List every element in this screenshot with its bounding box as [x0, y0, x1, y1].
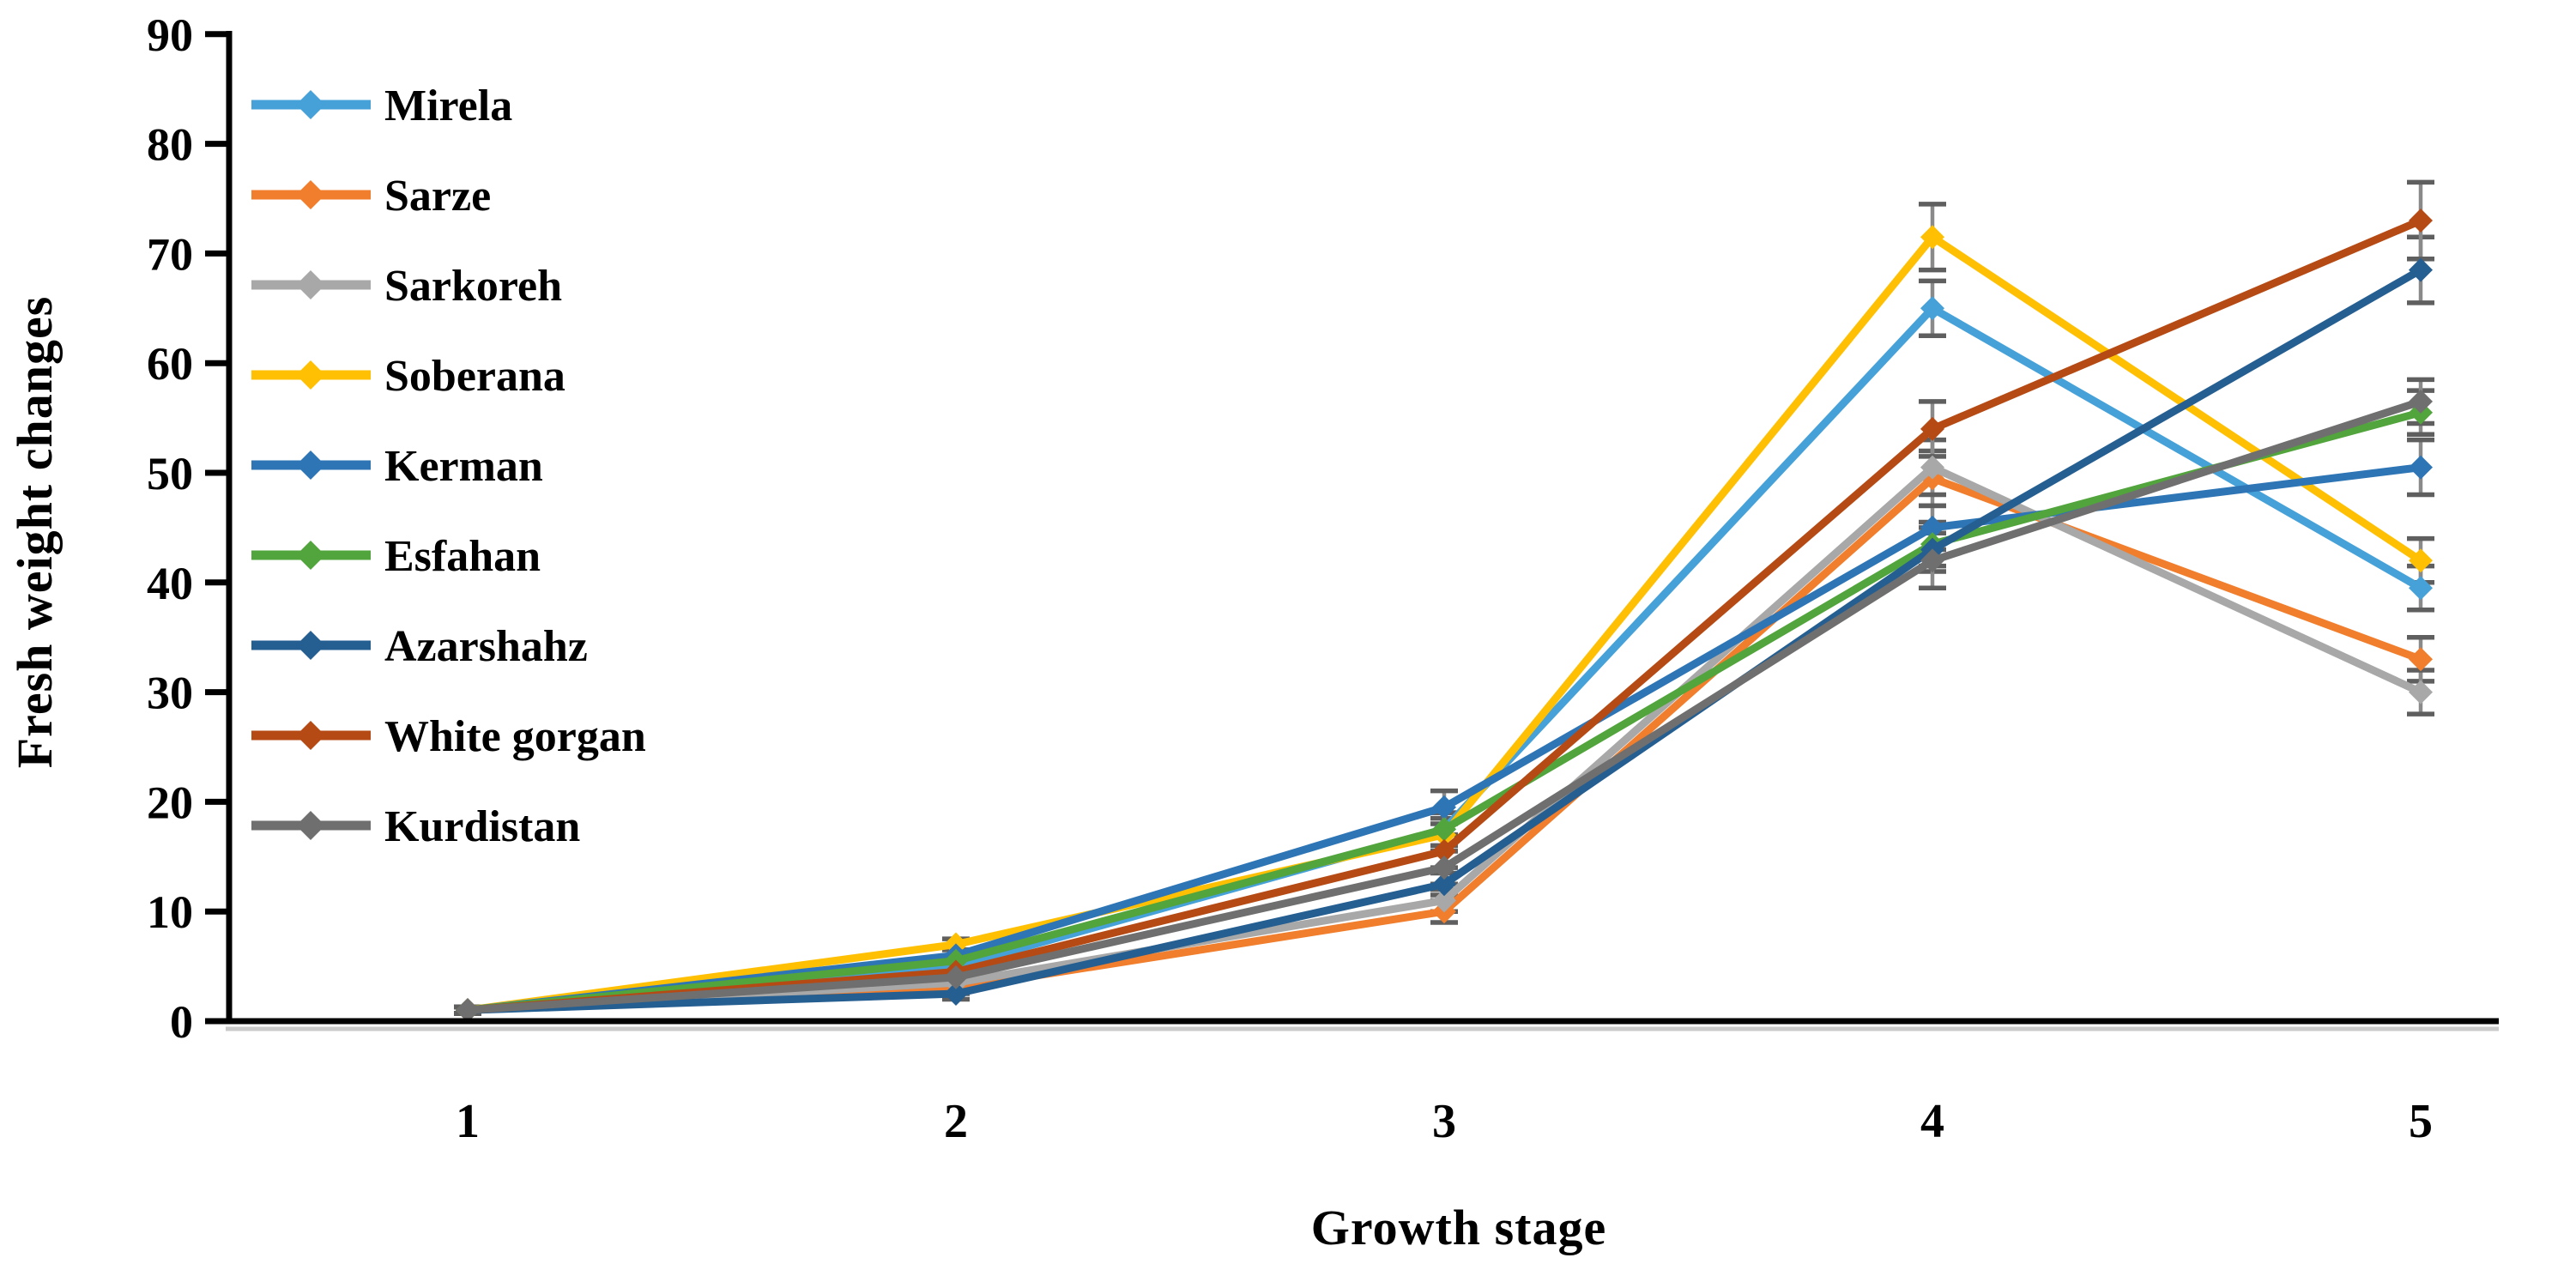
legend-item-kurdistan: Kurdistan	[251, 802, 580, 851]
legend-label: Kurdistan	[384, 802, 580, 851]
data-point-kurdistan-stage-3	[1432, 856, 1456, 880]
legend-item-azarshahz: Azarshahz	[251, 622, 588, 671]
error-bars-kerman	[454, 437, 2434, 1016]
y-tick-label-0: 0	[170, 996, 193, 1048]
x-tick-label-3: 3	[1432, 1095, 1456, 1148]
legend-item-esfahan: Esfahan	[251, 532, 541, 581]
data-point-mirela-stage-4	[1920, 296, 1944, 321]
data-point-soberana-stage-4	[1920, 225, 1944, 250]
x-tick-label-5: 5	[2409, 1095, 2433, 1148]
legend-item-soberana: Soberana	[251, 352, 565, 401]
data-point-kerman-stage-5	[2409, 455, 2433, 480]
data-point-azarshahz-stage-2	[944, 982, 968, 1007]
series-kerman	[456, 455, 2433, 1023]
y-tick-label-40: 40	[147, 558, 193, 609]
legend-marker-icon	[296, 180, 325, 209]
legend-item-sarkoreh: Sarkoreh	[251, 262, 562, 311]
y-tick-label-60: 60	[147, 338, 193, 390]
legend-marker-icon	[296, 721, 325, 750]
legend-marker-icon	[296, 631, 325, 660]
data-point-white-gorgan-stage-4	[1920, 416, 1944, 441]
data-point-kurdistan-stage-4	[1920, 548, 1944, 573]
data-point-sarze-stage-5	[2409, 647, 2433, 672]
data-point-kerman-stage-3	[1432, 795, 1456, 819]
x-tick-label-4: 4	[1920, 1095, 1944, 1148]
legend-marker-icon	[296, 90, 325, 119]
series-layer	[456, 209, 2433, 1023]
y-tick-label-30: 30	[147, 668, 193, 719]
legend-marker-icon	[296, 451, 325, 480]
data-point-sarkoreh-stage-3	[1432, 888, 1456, 913]
legend-item-kerman: Kerman	[251, 442, 543, 491]
legend-item-white-gorgan: White gorgan	[251, 712, 646, 761]
legend-marker-icon	[296, 270, 325, 299]
legend-marker-icon	[296, 541, 325, 570]
error-bars-sarze	[454, 448, 2434, 1016]
legend-label: Sarze	[384, 172, 491, 221]
y-tick-label-70: 70	[147, 228, 193, 280]
y-tick-label-10: 10	[147, 886, 193, 938]
series-sarkoreh	[456, 455, 2433, 1023]
legend-marker-icon	[296, 360, 325, 390]
legend-marker-icon	[296, 811, 325, 840]
x-axis-title: Growth stage	[1311, 1200, 1606, 1255]
series-kurdistan	[456, 389, 2433, 1023]
y-tick-label-50: 50	[147, 448, 193, 499]
legend-item-mirela: Mirela	[251, 82, 512, 130]
axes-layer: 0 10 20 30 40 50 60 70 80 90 1 2 3 4 5	[147, 9, 2499, 1148]
legend-label: Kerman	[384, 442, 543, 491]
data-point-kerman-stage-4	[1920, 515, 1944, 540]
y-tick-label-90: 90	[147, 9, 193, 61]
data-point-soberana-stage-5	[2409, 548, 2433, 573]
data-point-azarshahz-stage-5	[2409, 257, 2433, 282]
data-point-white-gorgan-stage-5	[2409, 209, 2433, 233]
data-point-esfahan-stage-3	[1432, 817, 1456, 842]
legend: Mirela Sarze Sarkoreh Soberana Kerman Esfahan…	[251, 82, 646, 851]
legend-label: Azarshahz	[384, 622, 588, 671]
y-tick-label-20: 20	[147, 777, 193, 828]
data-point-kurdistan-stage-2	[944, 965, 968, 989]
data-point-mirela-stage-5	[2409, 576, 2433, 601]
legend-label: Mirela	[384, 82, 512, 130]
y-tick-label-80: 80	[147, 119, 193, 171]
legend-label: White gorgan	[384, 712, 646, 761]
legend-label: Sarkoreh	[384, 262, 562, 311]
legend-item-sarze: Sarze	[251, 172, 491, 221]
data-point-sarkoreh-stage-5	[2409, 680, 2433, 705]
data-point-kurdistan-stage-1	[456, 998, 480, 1023]
legend-label: Soberana	[384, 352, 565, 401]
x-tick-label-2: 2	[944, 1095, 968, 1148]
y-axis-title: Fresh weight changes	[7, 296, 63, 769]
x-tick-label-1: 1	[456, 1095, 480, 1148]
data-point-azarshahz-stage-3	[1432, 872, 1456, 897]
data-point-kurdistan-stage-5	[2409, 389, 2433, 414]
error-bars-sarkoreh	[454, 437, 2434, 1016]
series-sarze	[456, 466, 2433, 1023]
legend-label: Esfahan	[384, 532, 541, 581]
data-point-white-gorgan-stage-3	[1432, 838, 1456, 863]
data-point-sarkoreh-stage-4	[1920, 455, 1944, 480]
